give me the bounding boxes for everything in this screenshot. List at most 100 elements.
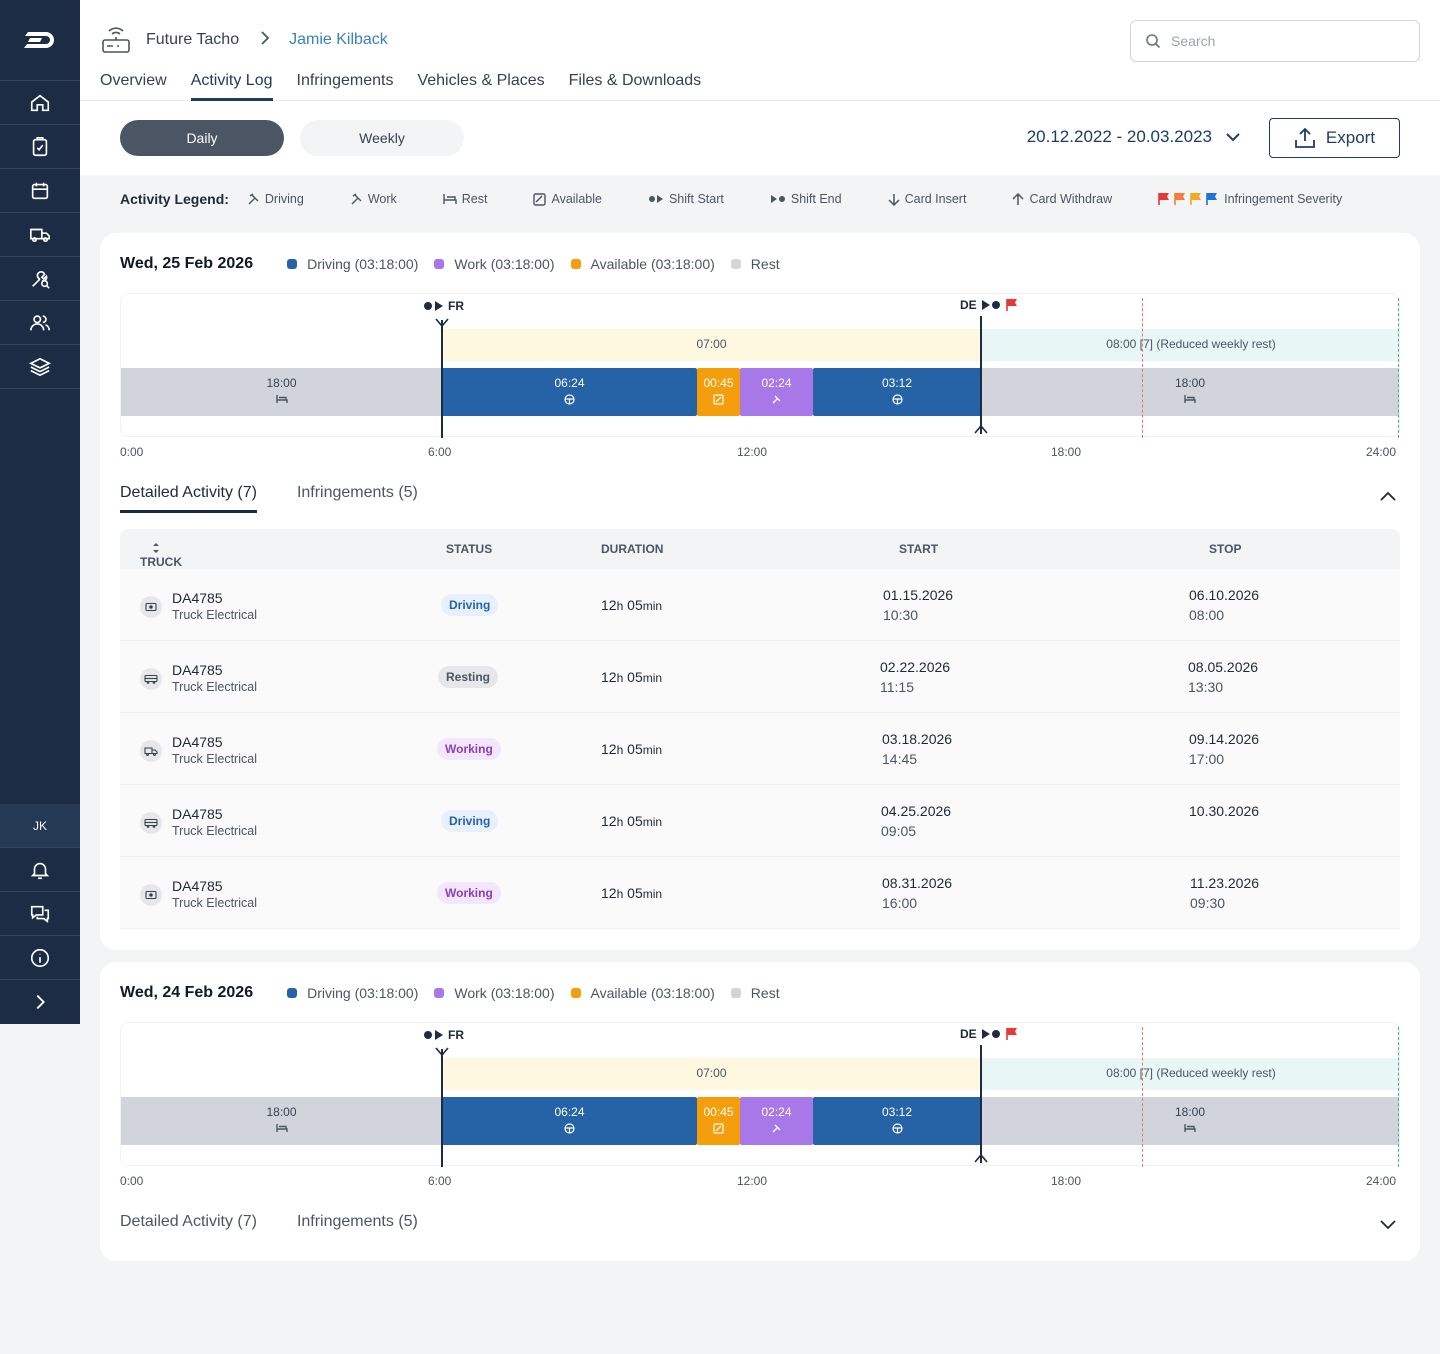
truck-type: Truck Electrical (172, 896, 257, 910)
shift-end-icon (981, 1029, 1000, 1039)
activity-bar-label: 02:24 (761, 376, 792, 390)
available-icon (713, 1123, 724, 1134)
legend-work: Work (350, 192, 397, 206)
day-summary-item: Work (03:18:00) (434, 256, 555, 272)
expand-sidebar-button[interactable] (0, 980, 80, 1024)
activity-bar[interactable]: 06:24 (442, 368, 697, 416)
activity-bar[interactable]: 03:12 (813, 368, 981, 416)
hammer-icon (772, 1124, 781, 1133)
start-cell: 03.18.2026 14:45 (882, 731, 952, 767)
breadcrumb-current[interactable]: Jamie Kilback (289, 31, 388, 48)
axis-tick-label: 24:00 (1366, 445, 1397, 459)
avatar[interactable]: JK (0, 804, 80, 848)
tab-detailed-activity[interactable]: Detailed Activity (7) (120, 1213, 257, 1230)
activity-bar[interactable]: 06:24 (442, 1097, 697, 1145)
shift-start-icon (424, 301, 443, 311)
activity-bar[interactable]: 02:24 (740, 1097, 813, 1145)
date-range-value: 20.12.2022 - 20.03.2023 (1026, 127, 1212, 146)
activity-bar[interactable]: 18:00 (121, 368, 442, 416)
search-icon (1146, 34, 1161, 49)
bus-icon (144, 674, 158, 684)
tab-infringements[interactable]: Infringements (296, 72, 394, 89)
home-icon (30, 94, 50, 111)
messages-button[interactable] (0, 892, 80, 936)
chevron-up-icon[interactable] (1380, 491, 1396, 501)
shift-end-icon (770, 195, 785, 203)
breadcrumb: Future Tacho Jamie Kilback (100, 24, 388, 56)
table-row[interactable]: DA4785 Truck Electrical Working 12h 05min 08… (120, 857, 1400, 929)
tab-overview[interactable]: Overview (100, 72, 167, 89)
duration: 12h 05min (601, 813, 663, 829)
activity-bar[interactable]: 18:00 (121, 1097, 442, 1145)
tab-activity-log[interactable]: Activity Log (190, 72, 273, 101)
rest-band (981, 1058, 1399, 1090)
tab-vehicles-places[interactable]: Vehicles & Places (417, 72, 545, 89)
status-badge: Resting (438, 666, 499, 688)
tab-files-downloads[interactable]: Files & Downloads (568, 72, 702, 89)
day-card: Wed, 25 Feb 2026 Driving (03:18:00) Work (… (100, 233, 1420, 950)
tab-day-infringements[interactable]: Infringements (5) (296, 484, 418, 501)
search-input[interactable] (1171, 33, 1401, 49)
sidebar-item-users[interactable] (0, 301, 80, 345)
stop-date: 08.05.2026 (1188, 659, 1259, 675)
activity-bar[interactable]: 03:12 (813, 1097, 981, 1145)
shift-start-marker: FR (423, 1028, 464, 1042)
date-range-picker[interactable]: 20.12.2022 - 20.03.2023 (1027, 127, 1240, 147)
legend-driving: Driving (247, 192, 304, 206)
daily-view-button[interactable]: Daily (120, 120, 284, 156)
sidebar-item-layers[interactable] (0, 345, 80, 389)
start-cell: 02.22.2026 11:15 (880, 659, 950, 695)
stop-date: 09.14.2026 (1189, 731, 1260, 747)
col-truck[interactable]: TRUCK (140, 542, 182, 569)
table-header: TRUCK STATUS DURATION START STOP (120, 529, 1400, 569)
tab-detailed-activity[interactable]: Detailed Activity (7) (120, 484, 257, 513)
table-row[interactable]: DA4785 Truck Electrical Driving 12h 05min 04… (120, 785, 1400, 857)
activity-legend: Activity Legend: Driving Work Rest Avail… (80, 177, 1440, 221)
shift-start-icon (648, 195, 663, 203)
day-summary-item: Driving (03:18:00) (287, 985, 418, 1001)
tab-day-infringements[interactable]: Infringements (5) (296, 1213, 418, 1230)
stop-cell: 08.05.2026 13:30 (1188, 659, 1258, 695)
card-withdraw-icon (974, 1153, 988, 1163)
col-stop: STOP (1209, 542, 1242, 556)
card-insert-icon (435, 1047, 449, 1057)
status-badge: Driving (441, 594, 499, 616)
start-cell: 01.15.2026 10:30 (883, 587, 953, 623)
sidebar-item-vehicles[interactable] (0, 213, 80, 257)
stop-cell: 10.30.2026 (1189, 803, 1259, 823)
activity-bar[interactable]: 02:24 (740, 368, 813, 416)
flag-icon (1206, 193, 1218, 205)
table-row[interactable]: DA4785 Truck Electrical Resting 12h 05min 02… (120, 641, 1400, 713)
activity-bar[interactable]: 18:00 (981, 368, 1399, 416)
info-button[interactable] (0, 936, 80, 980)
notifications-button[interactable] (0, 848, 80, 892)
steering-wheel-icon (891, 394, 903, 405)
stop-date: 10.30.2026 (1189, 803, 1260, 819)
sidebar-item-tasks[interactable] (0, 125, 80, 169)
chevron-down-icon[interactable] (1380, 1220, 1396, 1230)
shift-end-line (980, 1045, 982, 1163)
table-row[interactable]: DA4785 Truck Electrical Driving 12h 05min 01… (120, 569, 1400, 641)
start-time: 09:05 (881, 823, 917, 839)
activity-bar[interactable]: 18:00 (981, 1097, 1399, 1145)
weekly-view-button[interactable]: Weekly (300, 120, 464, 156)
export-button[interactable]: Export (1269, 118, 1400, 158)
axis-tick-label: 6:00 (428, 1174, 452, 1188)
sidebar-item-home[interactable] (0, 81, 80, 125)
table-row[interactable]: DA4785 Truck Electrical Working 12h 05min 03… (120, 713, 1400, 785)
available-icon (533, 192, 547, 206)
infringement-line (1142, 298, 1143, 438)
start-cell: 08.31.2026 16:00 (882, 875, 952, 911)
sidebar-item-calendar[interactable] (0, 169, 80, 213)
sidebar-item-tools[interactable] (0, 257, 80, 301)
activity-bar[interactable]: 00:45 (697, 1097, 740, 1145)
logo-icon[interactable] (0, 0, 80, 80)
duration: 12h 05min (601, 597, 663, 613)
col-duration: DURATION (601, 542, 664, 556)
search-box[interactable] (1130, 20, 1420, 62)
vehicle-type-icon (140, 740, 162, 762)
truck-icon (30, 228, 50, 242)
activity-bar[interactable]: 00:45 (697, 368, 740, 416)
axis-tick-label: 12:00 (737, 1174, 768, 1188)
breadcrumb-root[interactable]: Future Tacho (146, 31, 240, 48)
